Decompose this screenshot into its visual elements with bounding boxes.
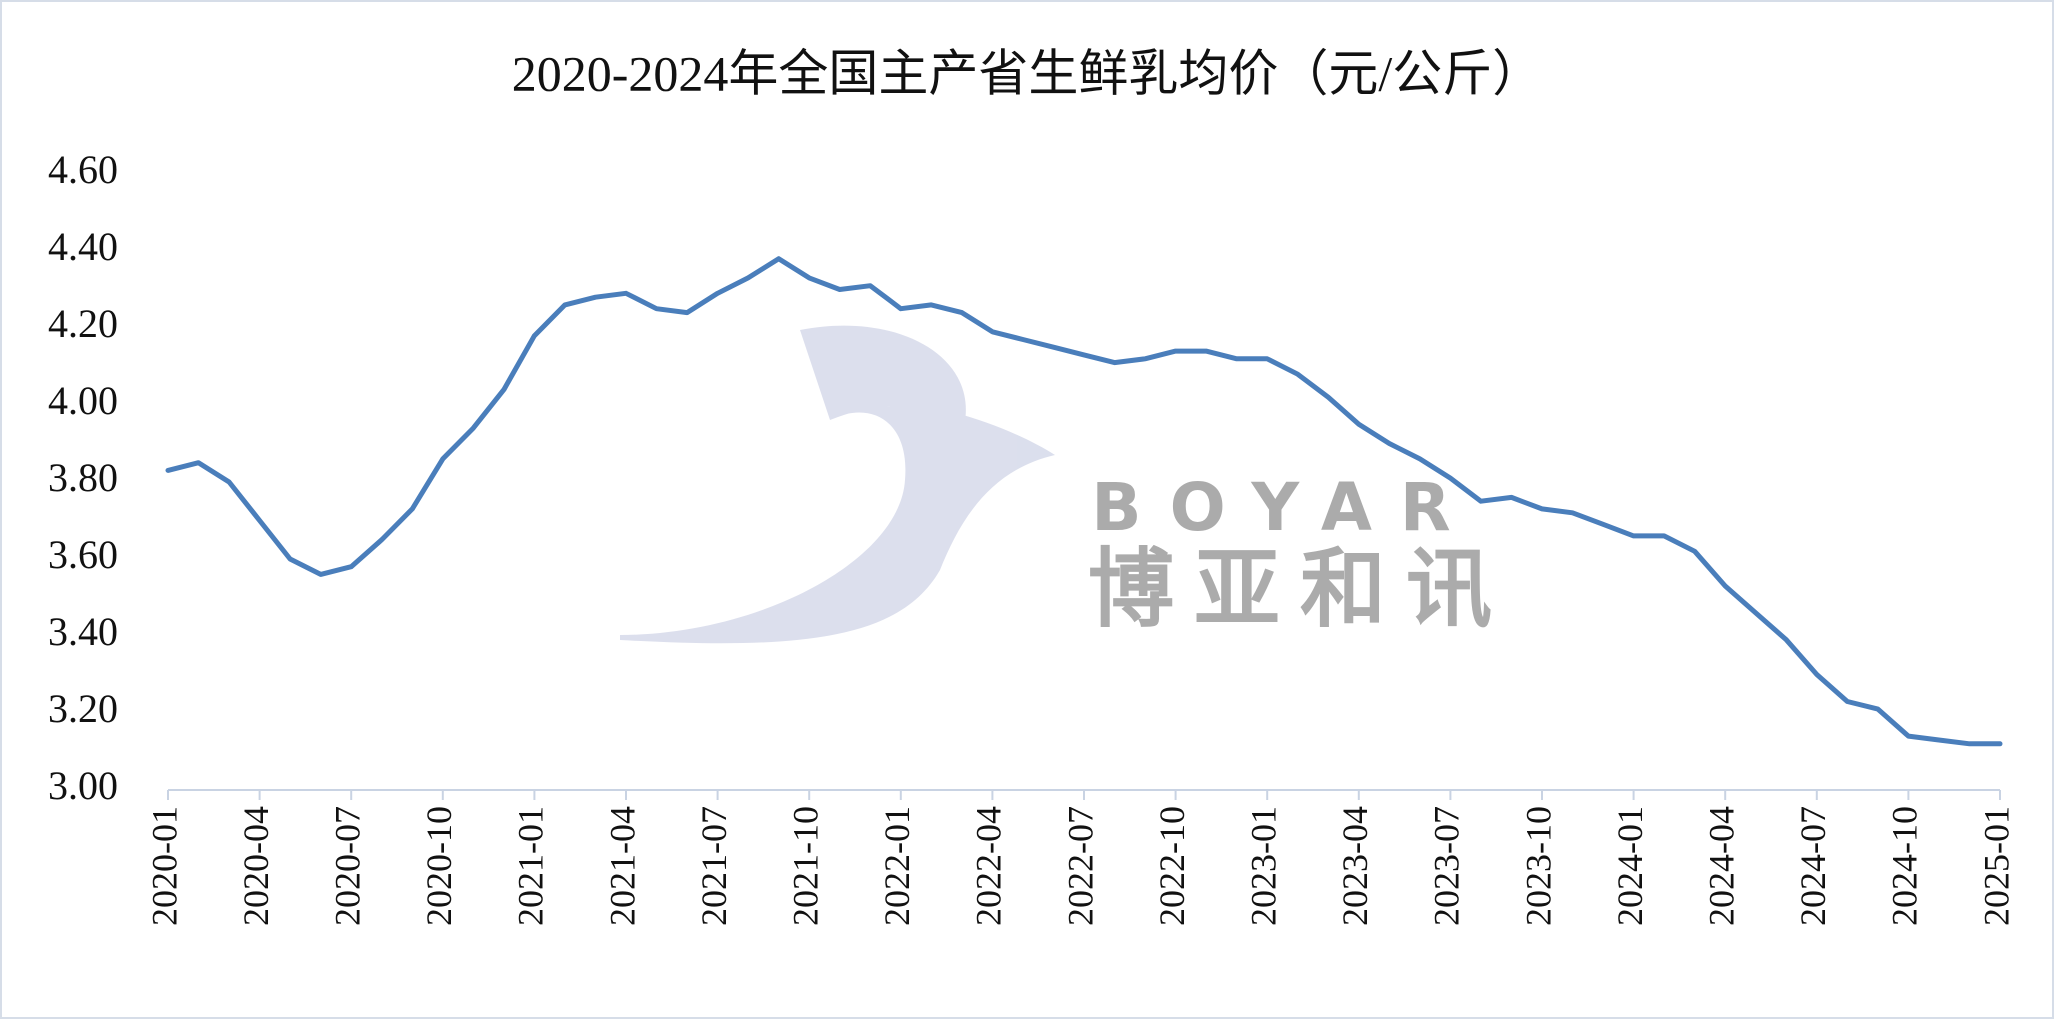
x-tick-label: 2021-01 <box>511 806 551 926</box>
x-tick-label: 2021-10 <box>785 806 825 926</box>
x-tick-label: 2020-01 <box>144 806 184 926</box>
y-tick-label: 3.60 <box>48 532 118 577</box>
y-tick-label: 3.20 <box>48 686 118 731</box>
watermark-chinese: 博亚和讯 <box>1088 539 1512 639</box>
watermark-logo <box>620 325 1055 644</box>
x-tick-label: 2020-04 <box>236 806 276 926</box>
chart-title: 2020-2024年全国主产省生鲜乳均价（元/公斤） <box>512 45 1543 101</box>
y-tick-label: 4.20 <box>48 301 118 346</box>
x-tick-label: 2020-07 <box>327 806 367 926</box>
y-tick-label: 4.00 <box>48 378 118 423</box>
x-tick-label: 2022-07 <box>1060 806 1100 926</box>
y-tick-label: 3.40 <box>48 609 118 654</box>
x-tick-label: 2023-07 <box>1427 806 1467 926</box>
y-tick-label: 4.40 <box>48 224 118 269</box>
x-tick-label: 2024-07 <box>1793 806 1833 926</box>
watermark: BOYAR 博亚和讯 <box>620 325 1512 644</box>
x-tick-label: 2021-04 <box>602 806 642 926</box>
x-tick-label: 2024-04 <box>1701 806 1741 926</box>
y-tick-label: 3.80 <box>48 455 118 500</box>
x-tick-label: 2024-10 <box>1885 806 1925 926</box>
x-tick-label: 2025-01 <box>1976 806 2016 926</box>
x-tick-label: 2023-01 <box>1243 806 1283 926</box>
x-tick-label: 2022-04 <box>969 806 1009 926</box>
y-tick-label: 4.60 <box>48 147 118 192</box>
watermark-latin: BOYAR <box>1091 469 1478 546</box>
x-tick-label: 2021-07 <box>694 806 734 926</box>
x-tick-label: 2022-01 <box>877 806 917 926</box>
x-tick-label: 2020-10 <box>419 806 459 926</box>
x-tick-label: 2022-10 <box>1152 806 1192 926</box>
price-line <box>165 256 2003 747</box>
y-tick-label: 3.00 <box>48 763 118 808</box>
x-tick-label: 2023-10 <box>1518 806 1558 926</box>
x-tick-label: 2024-01 <box>1610 806 1650 926</box>
x-tick-label: 2023-04 <box>1335 806 1375 926</box>
